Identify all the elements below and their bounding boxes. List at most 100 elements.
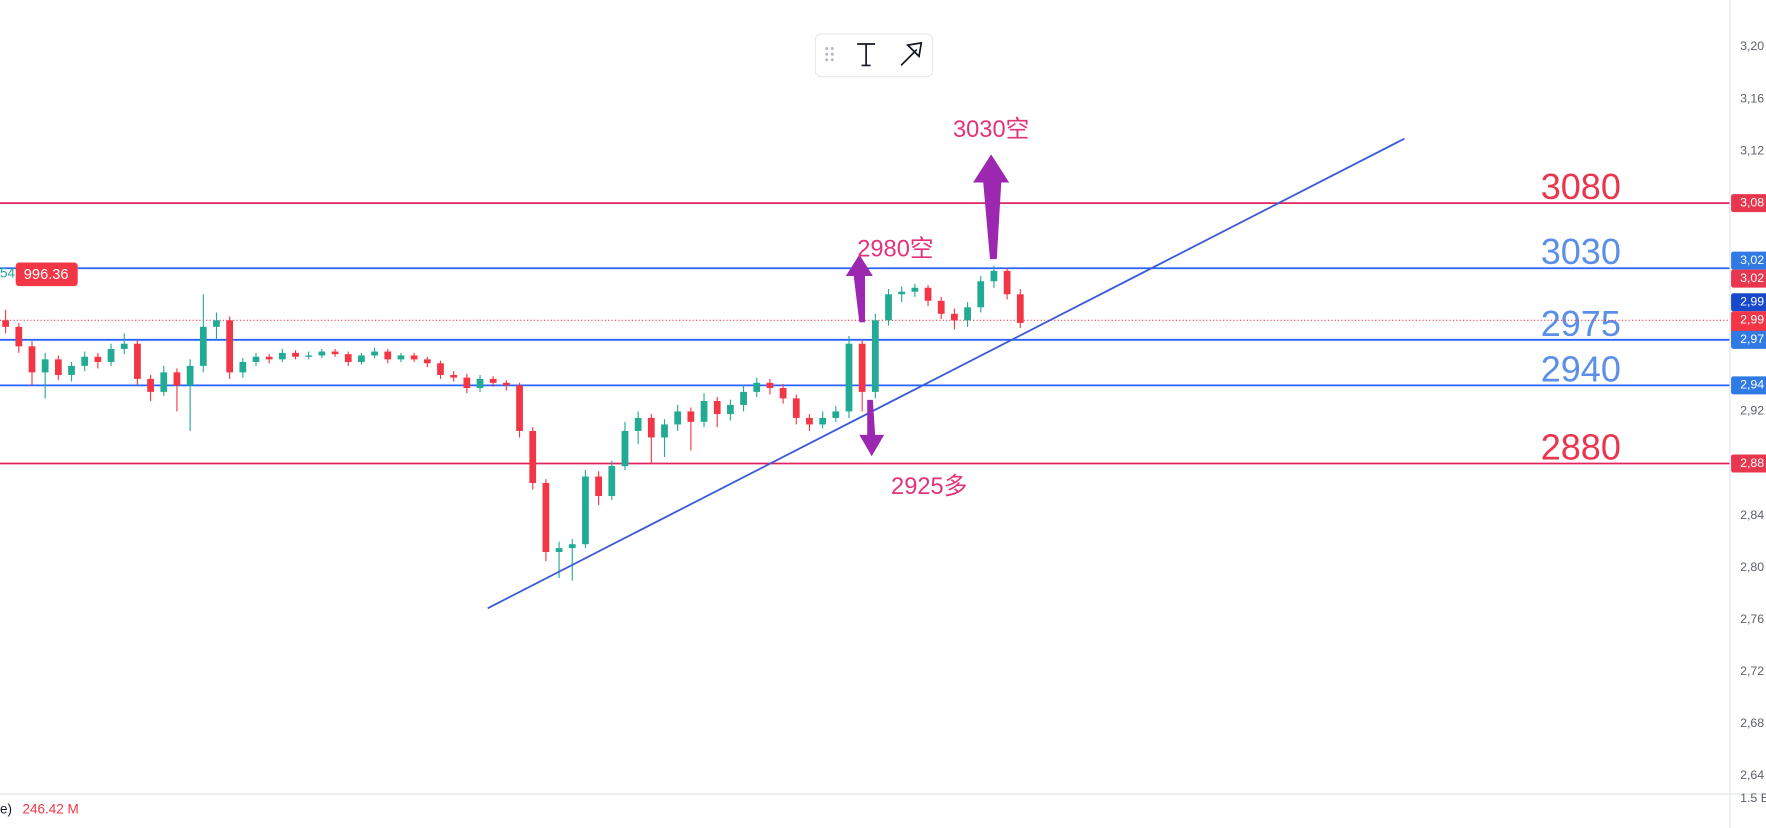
candle-body <box>41 359 49 373</box>
arrow-down <box>859 399 885 457</box>
price-tag <box>1731 330 1766 349</box>
candle-body <box>1003 270 1011 295</box>
candle-body <box>647 417 655 438</box>
candle-body <box>555 548 563 553</box>
candle-body <box>634 417 642 431</box>
price-tag-label: 2,99 <box>1740 313 1764 327</box>
candle-body <box>582 476 589 545</box>
candle-body <box>252 356 260 362</box>
annotation: 2925多 <box>891 473 967 500</box>
y-tick-label: 3,16 <box>1740 91 1764 105</box>
annotation: 2980空 <box>857 235 933 262</box>
candle-body <box>924 287 932 301</box>
price-tag-label: 3,02 <box>1740 271 1764 285</box>
y-tick-label: 3,12 <box>1740 143 1764 157</box>
candle-body <box>476 378 484 388</box>
volume-prefix: e) <box>0 801 12 816</box>
y-tick-label: 2,72 <box>1740 664 1764 678</box>
y-tick-label: 2,76 <box>1740 612 1764 626</box>
price-tag <box>1731 293 1766 312</box>
candle-body <box>186 365 194 386</box>
candle-body <box>898 291 906 295</box>
candle-body <box>885 294 892 321</box>
candle-body <box>358 355 365 362</box>
candle-body <box>107 348 115 362</box>
candle-body <box>147 378 154 392</box>
candle-body <box>687 411 695 422</box>
arrow-tool[interactable] <box>900 41 923 67</box>
legend-price: 996.36 <box>24 267 69 283</box>
candle-body <box>265 356 273 360</box>
level-label: 3030 <box>1541 231 1621 272</box>
candle-body <box>463 377 471 388</box>
candle-body <box>713 401 721 415</box>
candle-body <box>173 372 181 386</box>
candle-body <box>2 320 10 327</box>
candle-body <box>120 343 128 349</box>
candle-body <box>621 430 629 467</box>
candle-body <box>727 404 734 415</box>
y-tick-label: 2,68 <box>1740 716 1764 730</box>
trend-line <box>487 137 1405 610</box>
candle-body <box>292 352 299 357</box>
price-tag <box>1731 269 1766 288</box>
price-tag-label: 2,94 <box>1740 378 1764 392</box>
candle-body <box>542 483 550 553</box>
price-tag <box>1731 251 1766 270</box>
candle-body <box>937 300 945 314</box>
candle-body <box>661 424 668 438</box>
level-label: 3080 <box>1541 166 1621 207</box>
candle-body <box>199 326 207 366</box>
price-tag-label: 3,02 <box>1740 253 1764 267</box>
drawing-toolbar <box>814 33 934 78</box>
candle-body <box>753 382 761 392</box>
candle-body <box>792 398 800 418</box>
price-tag <box>1731 376 1766 395</box>
legend-value: 54 <box>0 265 16 280</box>
price-badge <box>15 262 78 287</box>
arrow-up <box>973 154 1010 260</box>
text-tool[interactable] <box>857 43 876 67</box>
price-axis: 3,20 3,16 3,12 2,92 2,84 2,80 2,76 2,72 2,68 2,64… <box>1731 39 1766 782</box>
volume-value: 246.42 M <box>23 801 79 816</box>
candle-body <box>806 417 813 425</box>
candle-body <box>450 374 458 378</box>
price-tag-label: 2,88 <box>1740 456 1764 470</box>
candle-body <box>766 382 774 388</box>
candle-body <box>529 430 537 484</box>
candle-body <box>94 356 102 362</box>
y-tick-label: 3,20 <box>1740 39 1764 53</box>
level-label: 2975 <box>1541 303 1621 344</box>
candle-body <box>871 320 879 392</box>
candle-body <box>68 365 75 375</box>
candle-body <box>977 281 985 308</box>
candle-body <box>964 307 971 321</box>
candle-body <box>1016 294 1024 323</box>
y-tick-label: 2,80 <box>1740 560 1764 574</box>
candle-body <box>990 270 998 282</box>
candle-body <box>845 343 853 412</box>
candle-body <box>674 411 682 425</box>
drag-handle <box>825 47 834 62</box>
candle-body <box>595 476 602 497</box>
price-tag-label: 2,97 <box>1740 332 1764 346</box>
candle-body <box>278 352 286 360</box>
candle-body <box>700 401 708 422</box>
candle-body <box>331 351 339 355</box>
level-label: 2940 <box>1541 348 1621 389</box>
candle-body <box>608 466 616 497</box>
candle-body <box>81 356 89 366</box>
candle-body <box>54 359 62 375</box>
price-tag-label: 2,99 <box>1740 295 1764 309</box>
candle-body <box>516 385 523 431</box>
annotation: 3030空 <box>953 116 1029 143</box>
price-tag-label: 3,08 <box>1740 195 1764 209</box>
candle-body <box>489 378 497 383</box>
candle-body <box>779 387 787 399</box>
price-tag <box>1731 454 1766 473</box>
candle-body <box>858 343 866 392</box>
volume-scale: 1.5 E <box>1740 791 1766 805</box>
